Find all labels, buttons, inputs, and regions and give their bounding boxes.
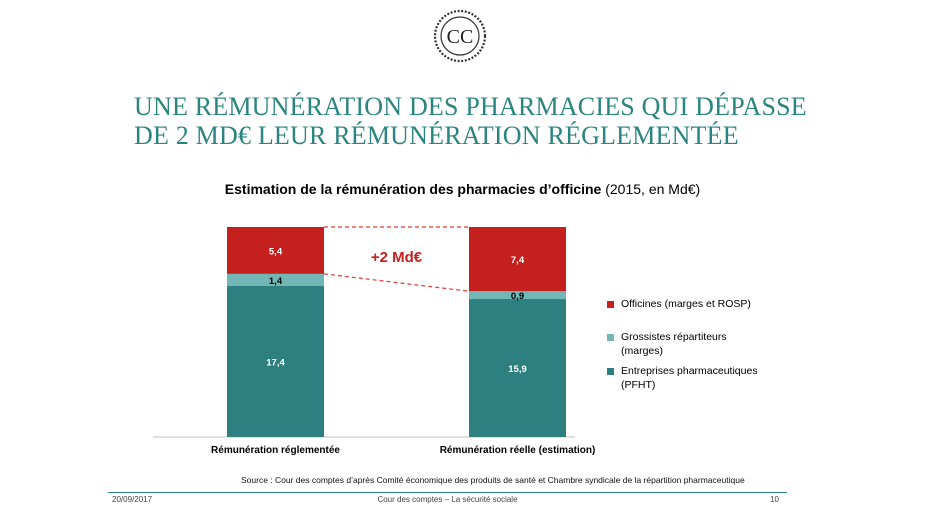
chart-heading: Estimation de la rémunération des pharma… — [0, 181, 925, 197]
data-label: 5,4 — [269, 246, 283, 257]
bar-segment — [227, 227, 324, 274]
footer-date: 20/09/2017 — [112, 495, 153, 504]
footer-page-number: 10 — [770, 495, 779, 504]
legend-swatch — [607, 334, 614, 341]
legend-label: Entreprises pharmaceutiques — [621, 365, 758, 377]
legend-label: Grossistes répartiteurs — [621, 331, 727, 343]
data-label: 0,9 — [511, 291, 524, 302]
data-label: 15,9 — [508, 364, 527, 375]
bar-segment — [227, 286, 324, 437]
slide-title-line-1: UNE RÉMUNÉRATION DES PHARMACIES QUI DÉPA… — [134, 92, 807, 121]
chart-heading-bold: Estimation de la rémunération des pharma… — [224, 181, 602, 197]
cour-des-comptes-seal-icon: CC — [433, 9, 487, 63]
legend-label: (PFHT) — [621, 379, 655, 391]
bar-segment — [469, 299, 566, 437]
bar-segment — [469, 291, 566, 300]
connector-lower-dashed-line — [323, 273, 470, 292]
legend-label: Officines (marges et ROSP) — [621, 298, 751, 310]
data-label: 7,4 — [511, 255, 525, 266]
annotation-label: +2 Md€ — [371, 249, 423, 266]
slide-footer: 20/09/2017 Cour des comptes – La sécurit… — [108, 492, 787, 504]
chart-heading-units: (2015, en Md€) — [601, 181, 701, 197]
legend-label: (marges) — [621, 345, 663, 357]
data-label: 17,4 — [266, 358, 285, 369]
x-tick-label: Rémunération réglementée — [211, 445, 340, 456]
slide-title-line-2: DE 2 MD€ LEUR RÉMUNÉRATION RÉGLEMENTÉE — [134, 121, 739, 150]
data-label: 1,4 — [269, 276, 283, 287]
footer-organisation: Cour des comptes – La sécurité sociale — [377, 495, 518, 504]
x-tick-label: Rémunération réelle (estimation) — [440, 445, 596, 456]
legend-swatch — [607, 368, 614, 375]
legend-swatch — [607, 301, 614, 308]
bar-segment — [469, 227, 566, 292]
seal-letters: CC — [447, 26, 474, 48]
bar-segment — [227, 273, 324, 287]
source-note: Source : Cour des comptes d’après Comité… — [241, 475, 745, 485]
